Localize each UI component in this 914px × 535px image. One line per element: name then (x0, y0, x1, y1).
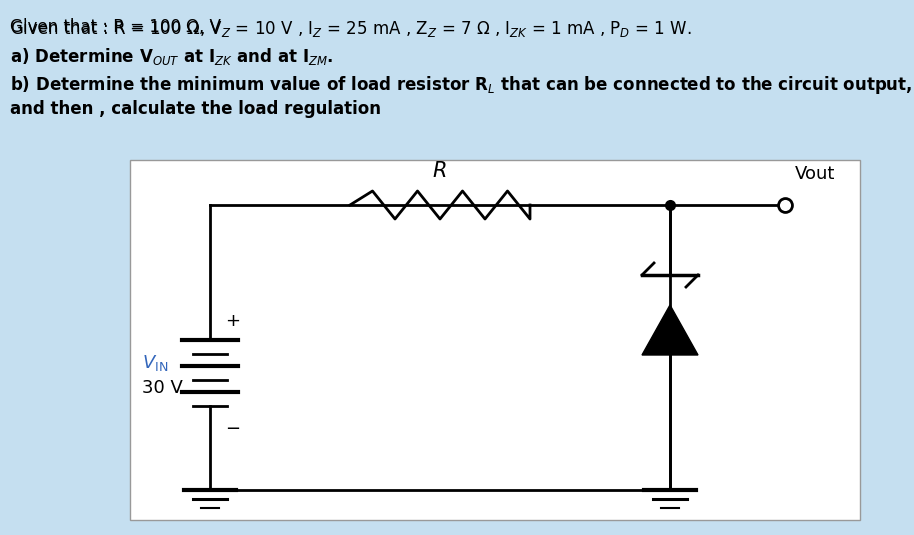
Text: b) Determine the minimum value of load resistor R$_L$ that can be connected to t: b) Determine the minimum value of load r… (10, 74, 912, 96)
Text: −: − (225, 420, 240, 438)
Text: Given that : R = 100 Ω, V$_Z$ = 10 V , I$_Z$ = 25 mA , Z$_Z$ = 7 Ω , I$_{ZK}$ = : Given that : R = 100 Ω, V$_Z$ = 10 V , I… (10, 18, 692, 39)
Text: +: + (225, 312, 240, 330)
Text: 30 V: 30 V (142, 379, 183, 397)
Text: and then , calculate the load regulation: and then , calculate the load regulation (10, 100, 381, 118)
Text: a) Determine V$_{OUT}$ at I$_{ZK}$ and at I$_{ZM}$.: a) Determine V$_{OUT}$ at I$_{ZK}$ and a… (10, 46, 334, 67)
Text: Vout: Vout (795, 165, 835, 183)
Polygon shape (642, 305, 698, 355)
Text: R: R (432, 161, 447, 181)
FancyBboxPatch shape (130, 160, 860, 520)
Text: $V_{\rm IN}$: $V_{\rm IN}$ (142, 353, 168, 373)
Text: Given that : R = 100 Ω, V: Given that : R = 100 Ω, V (10, 18, 221, 36)
